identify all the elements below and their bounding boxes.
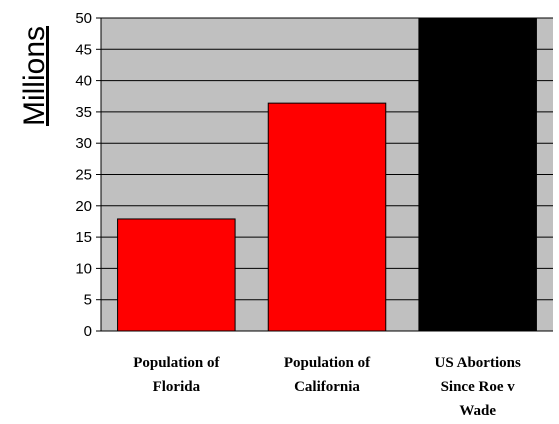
bar-3 — [418, 17, 537, 332]
x-category-label: US Abortions — [435, 355, 521, 371]
x-category-label: Florida — [153, 379, 201, 395]
y-tick-label: 20 — [75, 198, 92, 215]
y-tick-label: 40 — [75, 73, 92, 90]
y-tick-label: 0 — [84, 323, 92, 340]
x-category-label: Population of — [284, 355, 371, 371]
x-category-label: Since Roe v — [441, 379, 516, 395]
x-category-label: Wade — [459, 403, 496, 419]
y-tick-label: 25 — [75, 167, 92, 184]
y-tick-label: 5 — [84, 292, 92, 309]
y-tick-label: 15 — [75, 229, 92, 246]
y-tick-label: 35 — [75, 104, 92, 121]
y-tick-labels: 0 5 10 15 20 25 30 35 40 45 50 — [75, 10, 101, 340]
y-tick-label: 45 — [75, 41, 92, 58]
bars — [117, 17, 537, 332]
bar-1 — [117, 218, 236, 332]
y-axis-label: Millions — [18, 26, 51, 126]
y-tick-label: 30 — [75, 135, 92, 152]
y-tick-label: 10 — [75, 260, 92, 277]
x-category-label: California — [294, 379, 360, 395]
y-tick-label: 50 — [75, 10, 92, 27]
bar-2 — [267, 102, 387, 332]
x-category-label: Population of — [133, 355, 220, 371]
x-category-labels: Population of Florida Population of Califor… — [133, 355, 521, 419]
